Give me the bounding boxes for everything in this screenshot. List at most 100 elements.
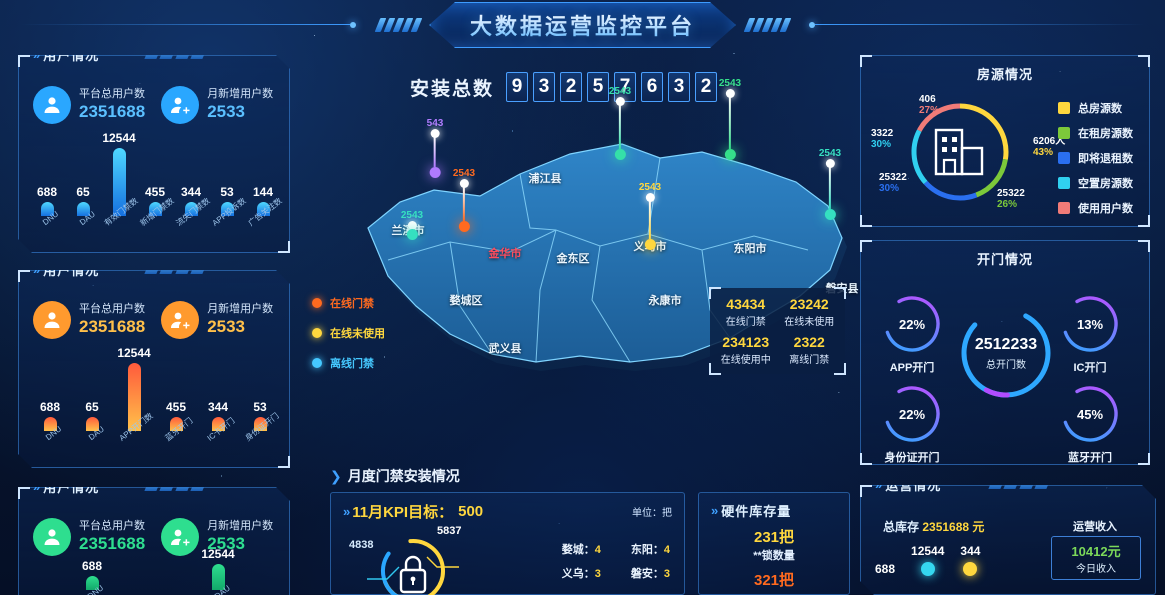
panel-house-situation: 房源情况 6206人 43% 25322 26% 25322 30% 3322 30% 406 2… [860, 55, 1150, 227]
monthly-callout-left: 4838 [349, 539, 374, 551]
house-legend-item[interactable]: 使用用户数 [1058, 200, 1133, 216]
legend-label: 即将退租数 [1078, 153, 1133, 165]
ops-mini-value: 688 [875, 562, 896, 576]
house-legend-item[interactable]: 空置房源数 [1058, 175, 1133, 191]
map-pin-value: 543 [426, 118, 444, 129]
door-gauge[interactable]: 13% IC开门 [1057, 291, 1123, 375]
legend-label: 在线门禁 [330, 298, 374, 310]
bar-value: 344 [180, 185, 202, 199]
map-pin[interactable]: 2543 [401, 210, 423, 240]
stock-value-2: 321把 [753, 572, 795, 589]
ops-income-label: 运营收入 [1073, 521, 1117, 533]
legend-label: 使用用户数 [1078, 203, 1133, 215]
map-pin-head [459, 179, 469, 188]
bar-value: 688 [36, 185, 58, 199]
bar-chart-user3: 688 DNU 12544 DAU [29, 568, 281, 595]
bar-value: 688 [81, 559, 103, 573]
map-pin-dot [458, 221, 470, 232]
bar [170, 417, 183, 431]
legend-item[interactable]: 在线未使用 [312, 325, 385, 341]
map-city-label[interactable]: 金东区 [556, 253, 590, 265]
house-legend-item[interactable]: 总房源数 [1058, 100, 1133, 116]
user-icon [33, 301, 71, 339]
legend-label: 空置房源数 [1078, 178, 1133, 190]
map-city-label[interactable]: 东阳市 [733, 243, 767, 255]
kpi-label: 平台总用户数 [79, 87, 145, 100]
donut-callout-percent: 30% [871, 139, 892, 150]
gauge-label: 蓝牙开门 [1068, 452, 1112, 464]
house-legend-item[interactable]: 即将退租数 [1058, 150, 1133, 166]
house-legend: 总房源数在租房源数即将退租数空置房源数使用用户数 [1058, 100, 1133, 225]
map-pin-head [725, 89, 735, 98]
map-pin-value: 2543 [608, 86, 632, 97]
ops-mini-column: 12544 [911, 544, 944, 576]
bar-value: 65 [85, 400, 99, 414]
map-pin[interactable]: 2543 [453, 168, 475, 232]
donut-callout: 25322 30% [879, 172, 907, 194]
monthly-kpi-label: 11月KPI目标： [352, 504, 454, 521]
corner-br [1138, 215, 1150, 227]
kpi-value: 2533 [207, 316, 246, 336]
panel-user-situation-green: » 用户情况 平台总用户数 2351688 月新增用户数 2533 [18, 487, 290, 595]
corner-tl [18, 487, 30, 499]
ops-mini-value: 12544 [911, 544, 945, 558]
gauge-label: IC开门 [1073, 362, 1107, 374]
map-city-label[interactable]: 武义县 [488, 343, 522, 355]
donut-callout-value: 25322 [879, 172, 907, 183]
user3-kpi-row: 平台总用户数 2351688 月新增用户数 2533 [33, 518, 279, 556]
door-gauge[interactable]: 45% 蓝牙开门 [1057, 381, 1123, 465]
ops-total-stock: 总库存 2351688 元 [883, 518, 984, 535]
stat-cell: 234123 在线使用中 [716, 334, 776, 366]
ops-mini-value: 344 [960, 544, 981, 558]
bar-value: 12544 [201, 547, 235, 561]
chevron-right-icon: » [33, 262, 38, 277]
bar-value: 12544 [117, 346, 151, 360]
legend-label: 总房源数 [1078, 103, 1122, 115]
legend-item[interactable]: 离线门禁 [312, 355, 385, 371]
gauge-percent: 45% [1076, 406, 1104, 422]
door-gauge[interactable]: 22% APP开门 [879, 291, 945, 375]
donut-callout: 406 27% [919, 94, 939, 116]
door-total-value: 2512233 [974, 335, 1038, 353]
map-pin[interactable]: 2543 [639, 182, 661, 250]
bar [257, 202, 270, 216]
map-city-label[interactable]: 永康市 [648, 295, 682, 307]
map-pin-dot [824, 209, 836, 220]
user-icon [33, 86, 71, 124]
map-city-label[interactable]: 金华市 [488, 248, 522, 260]
monthly-unit: 单位：把 [632, 508, 672, 519]
stat-label: 在线使用中 [720, 355, 771, 366]
bar-column: 344 流失门禁数 [174, 185, 208, 246]
bar-column: 12544 APP开门数 [117, 346, 151, 461]
corner-br [278, 456, 290, 468]
map-pin-head [407, 221, 417, 230]
map-city-label[interactable]: 浦江县 [528, 173, 562, 185]
house-legend-item[interactable]: 在租房源数 [1058, 125, 1133, 141]
bar-value: 12544 [102, 131, 136, 145]
map-legend: 在线门禁在线未使用离线门禁 [312, 295, 385, 385]
map-pin[interactable]: 543 [426, 118, 444, 178]
stat-value: 23242 [789, 296, 829, 312]
map-pin[interactable]: 2543 [719, 78, 741, 160]
legend-item[interactable]: 在线门禁 [312, 295, 385, 311]
legend-swatch [1058, 102, 1070, 114]
door-gauge[interactable]: 22% 身份证开门 [879, 381, 945, 465]
map-city-label[interactable]: 婺城区 [449, 295, 483, 307]
monthly-kpi-goal: » 11月KPI目标： 500 [343, 501, 483, 522]
corner-tl [860, 485, 872, 497]
map-pin-value: 2543 [718, 78, 742, 89]
gauge-percent: 22% [898, 316, 926, 332]
map-pin[interactable]: 2543 [609, 86, 631, 160]
donut-callout-percent: 43% [1033, 147, 1054, 158]
bar-label: APP开门数 [117, 411, 155, 443]
header-line-left [20, 24, 350, 25]
bar-column: 12544 DAU [201, 547, 235, 595]
bar [221, 202, 234, 216]
monthly-heading: ❯ 月度门禁安装情况 [330, 466, 460, 486]
monthly-city-grid: 婺城：4 东阳：4 义乌：3 磐安：3 [562, 541, 670, 581]
map-pin[interactable]: 2543 [819, 148, 841, 220]
chevron-right-icon: » [875, 477, 880, 492]
legend-swatch [312, 298, 322, 308]
bar-column: 688 DNU [75, 559, 109, 595]
